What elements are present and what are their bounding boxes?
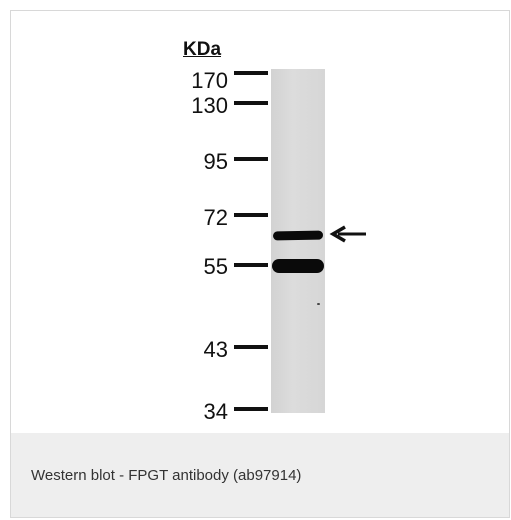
marker-tick-170 [234, 71, 268, 75]
marker-tick-43 [234, 345, 268, 349]
lower-band [272, 259, 324, 273]
marker-label-72: 72 [203, 205, 228, 230]
arrow-left-icon [329, 225, 366, 243]
upper-band [272, 230, 324, 241]
lane-speck [317, 303, 320, 305]
marker-label-130: 130 [191, 93, 228, 118]
marker-label-34: 34 [203, 399, 228, 424]
marker-tick-55 [234, 263, 268, 267]
image-card: KDa 170 130 95 72 55 43 34 Western blot … [10, 10, 510, 518]
caption-bar: Western blot - FPGT antibody (ab97914) [11, 433, 509, 517]
unit-label: KDa [183, 39, 222, 60]
marker-label-43: 43 [203, 337, 228, 362]
marker-label-170: 170 [191, 68, 228, 93]
western-blot-image: KDa 170 130 95 72 55 43 34 [11, 11, 509, 433]
marker-label-95: 95 [203, 149, 228, 174]
marker-tick-34 [234, 407, 268, 411]
marker-tick-72 [234, 213, 268, 217]
sample-lane [271, 69, 325, 413]
marker-label-55: 55 [203, 254, 228, 279]
marker-tick-95 [234, 157, 268, 161]
image-caption: Western blot - FPGT antibody (ab97914) [31, 467, 302, 484]
marker-tick-130 [234, 101, 268, 105]
